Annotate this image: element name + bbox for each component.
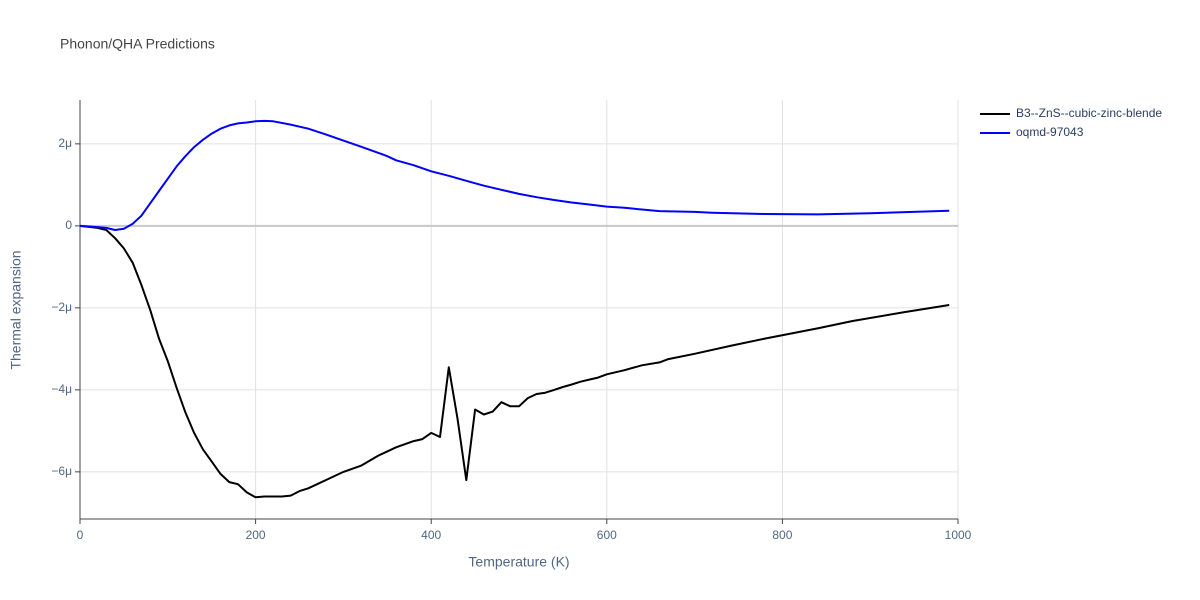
x-tick-label: 400 (421, 528, 441, 542)
y-tick-label: −2μ (51, 300, 72, 314)
x-tick-label: 0 (77, 528, 84, 542)
y-tick-label: 0 (65, 218, 72, 232)
series-line (79, 119, 950, 231)
y-tick-label: 2μ (58, 136, 72, 150)
x-tick-label: 1000 (945, 528, 972, 542)
chart-title: Phonon/QHA Predictions (60, 36, 215, 52)
series-line (79, 224, 950, 499)
y-tick-label: −6μ (51, 464, 72, 478)
x-axis-title: Temperature (K) (468, 554, 569, 570)
y-tick-label: −4μ (51, 382, 72, 396)
legend-label: B3--ZnS--cubic-zinc-blende (1016, 106, 1162, 120)
x-tick-label: 600 (597, 528, 617, 542)
x-tick-label: 200 (246, 528, 266, 542)
legend-label: oqmd-97043 (1016, 125, 1084, 139)
x-tick-label: 800 (772, 528, 792, 542)
y-axis-title: Thermal expansion (8, 250, 24, 369)
